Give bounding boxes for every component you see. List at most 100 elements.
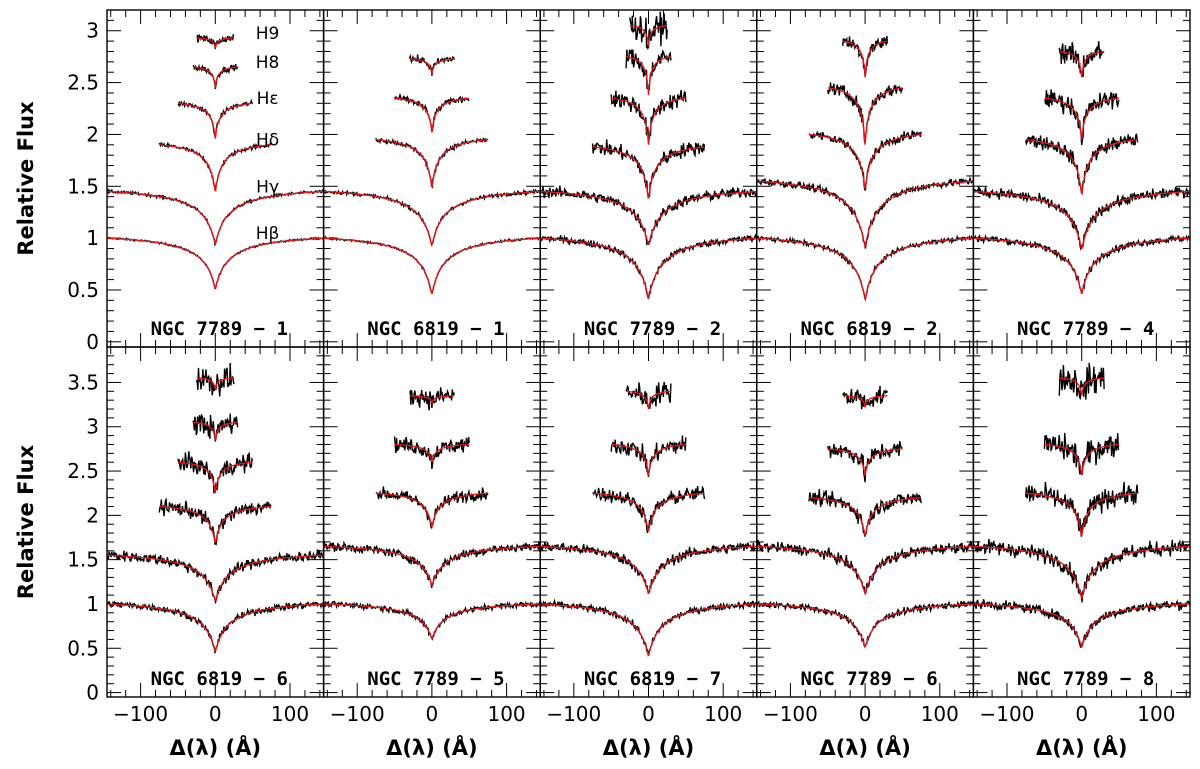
panel: NGC 6819 − 7 xyxy=(539,346,758,698)
model-spectrum-line xyxy=(1025,492,1138,536)
model-spectrum-line xyxy=(192,66,238,88)
x-tick-label: −100 xyxy=(330,702,385,726)
y-tick-label: 0 xyxy=(86,681,99,705)
x-axis-title: Δ(λ) (Å) xyxy=(1036,735,1128,760)
observed-spectrum-line xyxy=(192,413,239,442)
model-spectrum-line xyxy=(1044,97,1120,140)
line-label: Hε xyxy=(257,89,279,109)
model-spectrum-line xyxy=(973,237,1191,294)
observed-spectrum-line xyxy=(106,187,324,247)
line-label: Hγ xyxy=(256,177,279,197)
y-tick-label: 3 xyxy=(86,19,99,43)
model-spectrum-line xyxy=(1025,138,1138,194)
model-spectrum-line xyxy=(756,603,974,648)
observed-spectrum-line xyxy=(756,600,974,648)
observed-spectrum-line xyxy=(625,381,672,410)
model-spectrum-line xyxy=(107,190,324,245)
observed-spectrum-line xyxy=(827,82,904,144)
observed-spectrum-line xyxy=(1044,89,1120,146)
panel: NGC 6819 − 1 xyxy=(322,9,541,348)
panel: NGC 7789 − 5 xyxy=(322,346,541,698)
y-tick-label: 1 xyxy=(86,592,99,616)
model-spectrum-line xyxy=(809,496,922,536)
observed-spectrum-line xyxy=(393,436,470,469)
x-tick-label: −100 xyxy=(546,702,601,726)
observed-spectrum-line xyxy=(539,598,758,657)
observed-spectrum-line xyxy=(375,137,489,189)
model-spectrum-line xyxy=(409,58,455,75)
observed-spectrum-line xyxy=(322,540,541,588)
model-spectrum-line xyxy=(540,603,757,656)
y-tick-label: 3.5 xyxy=(67,370,99,394)
panel-frame xyxy=(106,9,325,348)
model-spectrum-line xyxy=(177,102,253,139)
panel: NGC 7789 − 8 xyxy=(972,346,1191,698)
panel-label: NGC 7789 − 6 xyxy=(800,668,937,690)
model-spectrum-line xyxy=(756,237,974,299)
model-spectrum-line xyxy=(107,603,324,652)
observed-spectrum-line xyxy=(610,435,687,477)
observed-spectrum-line xyxy=(375,486,489,530)
panel-frame xyxy=(972,346,1191,698)
line-label: Hδ xyxy=(256,131,279,151)
observed-spectrum-line xyxy=(106,600,324,654)
model-spectrum-line xyxy=(629,24,668,47)
observed-spectrum-line xyxy=(177,98,254,139)
model-spectrum-line xyxy=(611,97,686,145)
panel-frame xyxy=(972,9,1191,348)
model-spectrum-line xyxy=(192,421,238,441)
y-tick-label: 3 xyxy=(86,415,99,439)
x-tick-label: 0 xyxy=(859,702,872,726)
x-tick-label: 100 xyxy=(921,702,959,726)
observed-spectrum-line xyxy=(177,451,254,494)
model-spectrum-line xyxy=(394,97,470,133)
y-tick-label: 0 xyxy=(86,330,99,354)
observed-spectrum-line xyxy=(408,387,455,411)
observed-spectrum-line xyxy=(195,362,235,397)
y-axis-title: Relative Flux xyxy=(14,101,38,256)
y-tick-label: 0.5 xyxy=(67,278,99,302)
model-spectrum-line xyxy=(394,443,470,463)
observed-spectrum-line xyxy=(322,600,541,641)
model-spectrum-line xyxy=(323,190,541,246)
panel-label: NGC 7789 − 5 xyxy=(367,668,504,690)
model-spectrum-line xyxy=(196,37,234,49)
y-tick-label: 1.5 xyxy=(67,174,99,198)
x-tick-label: 0 xyxy=(209,702,222,726)
panel-label: NGC 6819 − 7 xyxy=(584,668,721,690)
x-tick-label: 100 xyxy=(1137,702,1175,726)
panel: NGC 7789 − 2 xyxy=(539,9,758,348)
panel: NGC 6819 − 6 xyxy=(106,346,325,698)
observed-spectrum-line xyxy=(629,11,668,51)
observed-spectrum-line xyxy=(827,441,903,483)
observed-spectrum-line xyxy=(393,92,470,133)
observed-spectrum-line xyxy=(591,139,706,200)
model-spectrum-line xyxy=(592,492,705,532)
x-axis-title: Δ(λ) (Å) xyxy=(819,735,911,760)
panel-label: NGC 7789 − 2 xyxy=(584,318,721,340)
model-spectrum-line xyxy=(809,133,922,189)
observed-spectrum-line xyxy=(158,141,272,193)
model-spectrum-line xyxy=(1044,443,1119,476)
x-tick-label: 0 xyxy=(642,702,655,726)
panel: Hβ Hγ Hδ Hε H8 H9 NGC 7789 − 1 xyxy=(106,9,325,348)
x-tick-label: 100 xyxy=(271,702,309,726)
model-spectrum-line xyxy=(756,545,974,595)
x-axis-title: Δ(λ) (Å) xyxy=(603,735,695,760)
model-spectrum-line xyxy=(827,448,903,476)
line-label: H8 xyxy=(256,53,280,73)
y-tick-label: 2.5 xyxy=(67,459,99,483)
x-axis-title: Δ(λ) (Å) xyxy=(386,735,478,760)
x-tick-label: 100 xyxy=(487,702,525,726)
y-tick-label: 1 xyxy=(86,226,99,250)
panel: NGC 6819 − 2 xyxy=(756,9,975,348)
model-spectrum-line xyxy=(323,603,541,639)
model-spectrum-line xyxy=(756,180,974,247)
model-spectrum-line xyxy=(1059,377,1105,396)
x-tick-label: −100 xyxy=(980,702,1035,726)
observed-spectrum-line xyxy=(158,497,272,546)
panel-frame xyxy=(322,9,541,348)
panel-label: NGC 7789 − 4 xyxy=(1017,318,1154,340)
model-spectrum-line xyxy=(540,190,757,246)
